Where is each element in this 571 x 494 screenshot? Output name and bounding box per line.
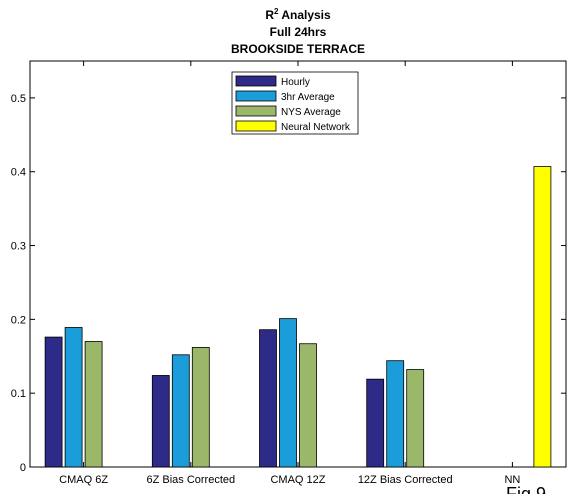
chart-title: R2 Analysis <box>265 7 331 22</box>
x-tick-label: CMAQ 6Z <box>59 474 108 486</box>
x-axis: CMAQ 6Z 6Z Bias Corrected CMAQ 12Z 12Z Bias… <box>59 61 520 486</box>
y-tick-label: 0.1 <box>11 388 26 400</box>
legend: Hourly 3hr Average NYS Average Neural Netwo… <box>231 71 359 135</box>
bar-3hr-average <box>386 360 405 468</box>
y-tick-label: 0 <box>20 462 26 474</box>
chart-subtitle-2: BROOKSIDE TERRACE <box>231 42 365 56</box>
y-tick-label: 0.4 <box>11 167 26 179</box>
y-axis: 0 0.1 0.2 0.3 0.4 0.5 <box>11 93 566 474</box>
figure-label: Fig 9 <box>506 484 546 494</box>
legend-swatch <box>235 120 277 132</box>
bar-3hr-average <box>279 318 297 468</box>
y-tick-label: 0.5 <box>11 93 26 105</box>
bar-hourly <box>259 329 277 468</box>
legend-label: Neural Network <box>281 122 351 133</box>
bar-hourly <box>151 375 170 468</box>
bars <box>44 166 552 468</box>
legend-swatch <box>235 105 277 117</box>
x-tick-label: CMAQ 12Z <box>270 474 325 486</box>
bar-3hr-average <box>171 354 190 468</box>
chart-subtitle-1: Full 24hrs <box>270 25 327 39</box>
bar-nys-average <box>299 343 317 468</box>
bar-3hr-average <box>64 327 83 468</box>
legend-swatch <box>235 90 277 102</box>
bar-nys-average <box>191 347 210 468</box>
bar-hourly <box>44 336 63 468</box>
x-tick-label: 6Z Bias Corrected <box>146 474 235 486</box>
bar-nys-average <box>84 341 103 468</box>
x-tick-label: 12Z Bias Corrected <box>358 474 453 486</box>
bar-hourly <box>366 378 385 468</box>
legend-label: Hourly <box>281 77 310 88</box>
legend-label: 3hr Average <box>281 92 335 103</box>
legend-swatch <box>235 75 277 87</box>
x-tick-label: NN <box>504 474 520 486</box>
bar-neural-network <box>533 166 552 468</box>
y-tick-label: 0.2 <box>11 314 26 326</box>
legend-label: NYS Average <box>281 107 341 118</box>
y-tick-label: 0.3 <box>11 241 26 253</box>
bar-nys-average <box>406 369 425 468</box>
